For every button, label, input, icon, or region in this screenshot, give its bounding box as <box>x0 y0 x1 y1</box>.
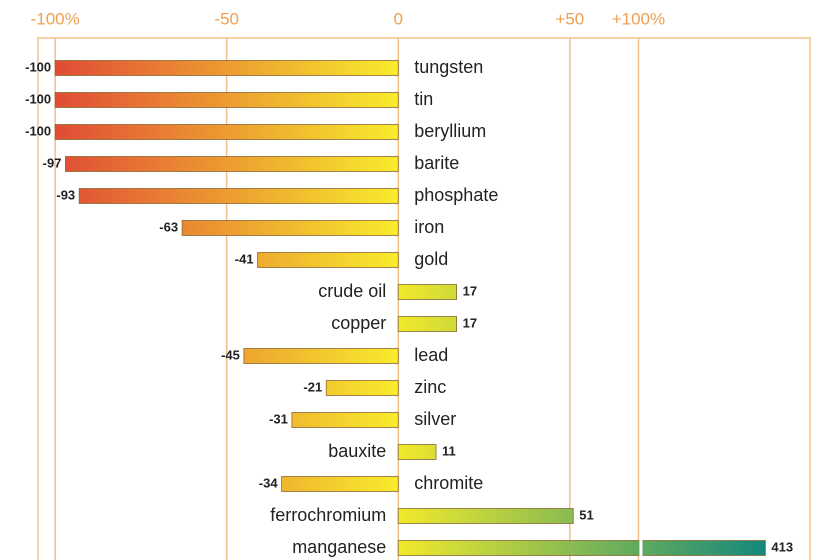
bar <box>243 348 399 364</box>
x-tick-label: +100% <box>612 9 665 28</box>
category-label: bauxite <box>328 441 386 461</box>
category-label: iron <box>414 217 444 237</box>
category-label: tungsten <box>414 57 483 77</box>
category-label: chromite <box>414 473 483 493</box>
bar <box>397 316 457 332</box>
x-tick-label: +50 <box>555 9 584 28</box>
value-label: 413 <box>771 539 793 554</box>
value-label: -100 <box>25 59 51 74</box>
value-label: -100 <box>25 123 51 138</box>
bar <box>54 92 399 108</box>
value-label: -93 <box>56 187 75 202</box>
bar <box>291 412 399 428</box>
category-label: ferrochromium <box>270 505 386 525</box>
value-label: -63 <box>159 219 178 234</box>
bar <box>65 156 399 172</box>
x-tick-label: 0 <box>394 9 403 28</box>
bar <box>257 252 399 268</box>
bar <box>54 124 399 140</box>
category-label: lead <box>414 345 448 365</box>
bar <box>281 476 399 492</box>
value-label: -34 <box>259 475 279 490</box>
category-label: crude oil <box>318 281 386 301</box>
value-label: -41 <box>235 251 254 266</box>
plot-frame <box>37 37 811 560</box>
value-label: -31 <box>269 411 288 426</box>
x-tick-label: -50 <box>214 9 239 28</box>
bar <box>54 60 399 76</box>
category-label: phosphate <box>414 185 498 205</box>
bar <box>181 220 399 236</box>
value-label: -45 <box>221 347 240 362</box>
value-label: 17 <box>463 315 477 330</box>
value-label: 11 <box>442 443 456 458</box>
category-label: zinc <box>414 377 446 397</box>
category-label: manganese <box>292 537 386 557</box>
bar <box>325 380 399 396</box>
category-label: tin <box>414 89 433 109</box>
category-label: silver <box>414 409 456 429</box>
value-label: -97 <box>43 155 62 170</box>
value-label: -100 <box>25 91 51 106</box>
bar <box>397 444 437 460</box>
x-tick-label: -100% <box>31 9 80 28</box>
category-label: barite <box>414 153 459 173</box>
value-label: -21 <box>303 379 322 394</box>
bar <box>397 284 457 300</box>
category-label: copper <box>331 313 386 333</box>
bar <box>397 540 766 556</box>
axis-break <box>639 539 643 557</box>
category-label: beryllium <box>414 121 486 141</box>
bar <box>78 188 399 204</box>
bar <box>397 508 574 524</box>
value-label: 51 <box>579 507 593 522</box>
value-label: 17 <box>463 283 477 298</box>
category-label: gold <box>414 249 448 269</box>
